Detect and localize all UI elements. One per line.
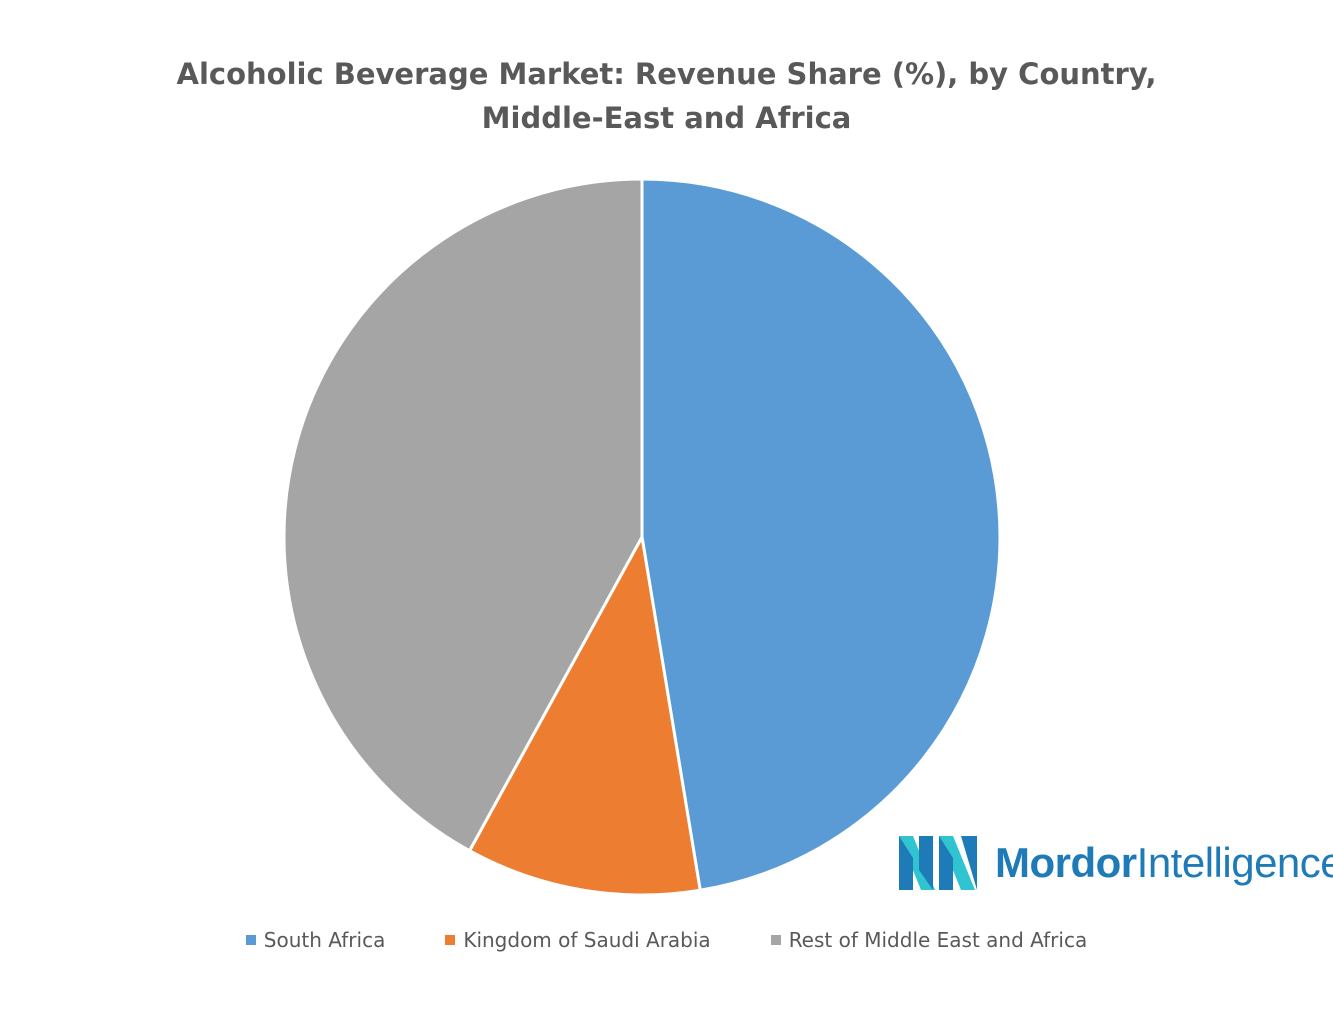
logo-wordmark: MordorIntelligence [995, 839, 1333, 887]
legend-item-rest-of-middle-east-and-africa: Rest of Middle East and Africa [770, 928, 1088, 952]
pie-slice-kingdom-of-saudi-arabia [468, 535, 702, 897]
chart-title-line-2: Middle-East and Africa [481, 101, 852, 135]
legend-swatch-south-africa [245, 935, 256, 945]
mordor-intelligence-logo: MordorIntelligence [897, 834, 1333, 892]
logo-word-intelligence: Intelligence [1136, 839, 1333, 886]
legend-label-south-africa: South Africa [263, 928, 386, 952]
chart-title-line-1: Alcoholic Beverage Market: Revenue Share… [176, 57, 1157, 91]
chart-title: Alcoholic Beverage Market: Revenue Share… [0, 52, 1333, 140]
legend-label-rest-of-middle-east-and-africa: Rest of Middle East and Africa [788, 928, 1088, 952]
pie-slice-south-africa [640, 177, 1002, 892]
mordor-intelligence-logo-icon [899, 836, 977, 890]
chart-legend: South Africa Kingdom of Saudi Arabia Rest … [0, 928, 1333, 952]
legend-swatch-kingdom-of-saudi-arabia [445, 935, 456, 945]
pie-slice-rest-of-middle-east-and-africa [282, 177, 644, 853]
legend-swatch-rest-of-middle-east-and-africa [770, 935, 781, 945]
legend-item-south-africa: South Africa [245, 928, 386, 952]
legend-item-kingdom-of-saudi-arabia: Kingdom of Saudi Arabia [445, 928, 711, 952]
logo-word-mordor: Mordor [995, 839, 1137, 886]
legend-label-kingdom-of-saudi-arabia: Kingdom of Saudi Arabia [463, 928, 711, 952]
